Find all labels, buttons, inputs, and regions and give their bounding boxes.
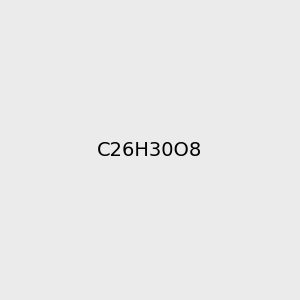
Text: C26H30O8: C26H30O8 <box>98 140 202 160</box>
